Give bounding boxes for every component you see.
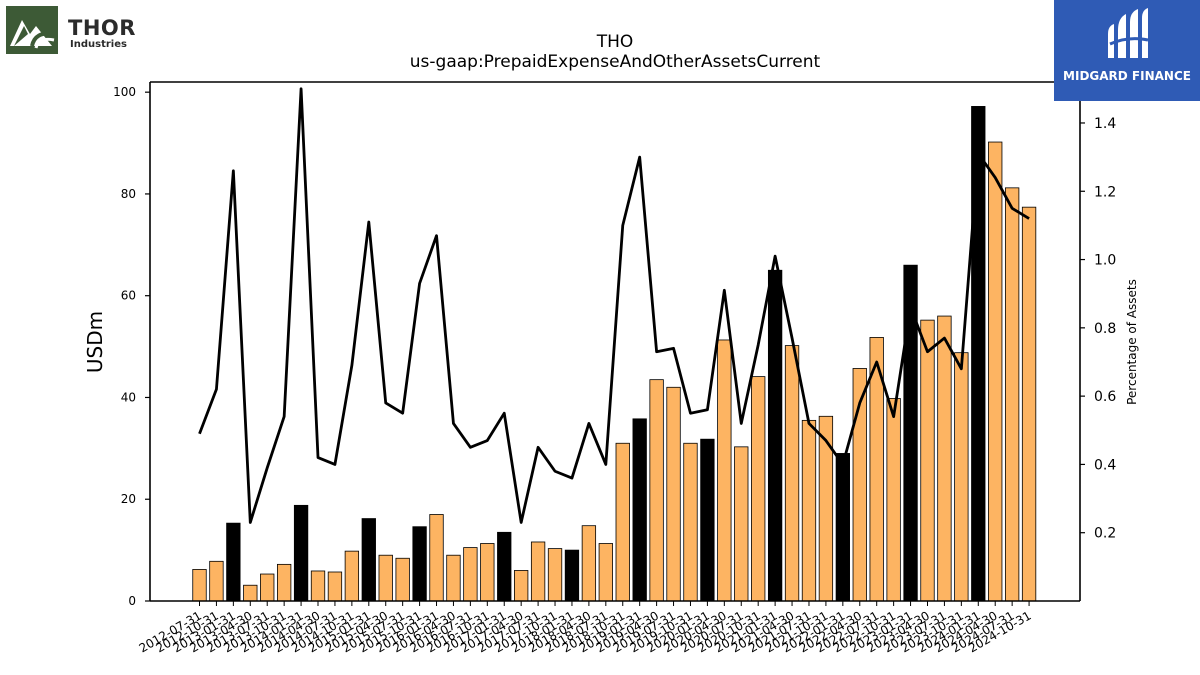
bar-2023-07-31 <box>937 315 952 602</box>
bar-2016-07-31 <box>463 547 478 602</box>
right-tick-label: 0.4 <box>1094 457 1116 473</box>
bar-2021-10-31 <box>818 415 834 602</box>
bar-2020-04-30 <box>717 339 732 602</box>
left-tick-label: 20 <box>121 492 136 506</box>
bar-2017-10-31 <box>547 548 563 602</box>
midgard-emblem-icon <box>1108 8 1149 58</box>
bar-2014-07-31 <box>327 571 343 602</box>
bar-2024-07-31 <box>1004 187 1020 602</box>
bar-2024-10-31 <box>1021 206 1037 602</box>
bar-2017-04-30 <box>514 570 529 602</box>
bar-2018-01-31 <box>564 549 580 602</box>
bar-2018-10-31 <box>615 442 630 602</box>
bar-2022-10-31 <box>886 398 901 602</box>
thor-mountain-icon <box>6 6 58 54</box>
y2-axis-label: Percentage of Assets <box>1125 279 1139 405</box>
midgard-logo: MIDGARD FINANCE <box>1054 0 1200 101</box>
bar-2019-07-31 <box>666 386 681 602</box>
bar-2019-01-31 <box>632 418 647 602</box>
axes-layer <box>149 81 1081 602</box>
thor-logo-name: THOR <box>68 16 136 40</box>
right-tick-label: 1.2 <box>1094 184 1116 200</box>
bar-2020-01-31 <box>700 438 715 602</box>
bar-2020-07-31 <box>734 446 749 602</box>
left-tick-label: 40 <box>121 390 136 404</box>
bar-2015-04-30 <box>378 554 393 602</box>
bar-2024-04-30 <box>988 141 1003 602</box>
bar-2016-04-30 <box>446 554 461 602</box>
bar-2021-07-31 <box>801 419 817 602</box>
bar-2015-07-31 <box>395 557 410 602</box>
bar-2014-01-31 <box>293 504 309 602</box>
bar-2023-04-30 <box>920 319 935 602</box>
bar-2018-04-30 <box>581 525 597 602</box>
bar-2014-10-31 <box>344 550 360 602</box>
y-axis-label: USDm <box>83 311 107 373</box>
right-tick-label: 0.6 <box>1094 389 1116 405</box>
ticks-layer: 0204060801000.20.40.60.81.01.21.42012-07… <box>83 85 1139 655</box>
bar-2012-10-31 <box>209 560 224 602</box>
bar-2015-10-31 <box>412 526 427 602</box>
line-layer <box>198 87 1030 524</box>
bar-2013-10-31 <box>276 563 292 602</box>
midgard-logo-name: MIDGARD FINANCE <box>1063 69 1191 83</box>
bar-2012-07-31 <box>192 569 207 602</box>
bar-2015-01-31 <box>361 518 376 602</box>
left-tick-label: 100 <box>113 85 136 99</box>
right-tick-label: 1.4 <box>1094 116 1116 132</box>
right-tick-label: 0.2 <box>1094 526 1116 542</box>
bar-2013-04-30 <box>243 584 258 602</box>
bar-2019-10-31 <box>683 442 698 602</box>
bar-2017-07-31 <box>530 541 546 602</box>
thor-logo-sub: Industries <box>70 39 127 50</box>
percentage-line <box>198 87 1030 524</box>
bar-2023-10-31 <box>954 352 969 602</box>
bar-2013-07-31 <box>260 573 275 602</box>
bar-2013-01-31 <box>226 522 241 602</box>
bar-2018-07-31 <box>598 543 613 602</box>
bar-2021-04-30 <box>784 345 800 602</box>
chart-subtitle: us-gaap:PrepaidExpenseAndOtherAssetsCurr… <box>409 52 821 72</box>
chart-title: THO <box>596 32 634 52</box>
thor-logo: THOR Industries <box>6 6 166 56</box>
bar-2021-01-31 <box>767 269 783 602</box>
bar-2017-01-31 <box>497 531 512 602</box>
bar-2024-01-31 <box>971 106 986 602</box>
bar-2014-04-30 <box>310 570 326 602</box>
bar-2016-01-31 <box>429 514 444 602</box>
bar-2019-04-30 <box>649 379 664 602</box>
right-tick-label: 1.0 <box>1094 253 1116 269</box>
bar-2022-01-31 <box>835 453 850 602</box>
left-tick-label: 0 <box>128 594 136 608</box>
left-tick-label: 60 <box>121 289 136 303</box>
bar-2020-10-31 <box>751 376 766 602</box>
bar-2016-10-31 <box>480 543 495 602</box>
left-tick-label: 80 <box>121 187 136 201</box>
right-tick-label: 0.8 <box>1094 321 1116 337</box>
